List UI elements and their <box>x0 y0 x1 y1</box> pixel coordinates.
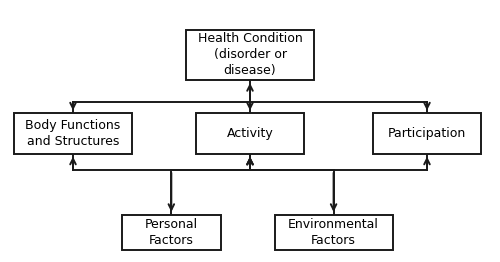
Text: Environmental
Factors: Environmental Factors <box>288 218 379 247</box>
FancyBboxPatch shape <box>14 113 132 154</box>
FancyBboxPatch shape <box>274 215 392 250</box>
Text: Personal
Factors: Personal Factors <box>145 218 198 247</box>
Text: Body Functions
and Structures: Body Functions and Structures <box>26 119 120 148</box>
Text: Health Condition
(disorder or
disease): Health Condition (disorder or disease) <box>198 32 302 77</box>
FancyBboxPatch shape <box>186 30 314 80</box>
Text: Participation: Participation <box>388 127 466 140</box>
FancyBboxPatch shape <box>373 113 481 154</box>
Text: Activity: Activity <box>226 127 274 140</box>
FancyBboxPatch shape <box>196 113 304 154</box>
FancyBboxPatch shape <box>122 215 220 250</box>
